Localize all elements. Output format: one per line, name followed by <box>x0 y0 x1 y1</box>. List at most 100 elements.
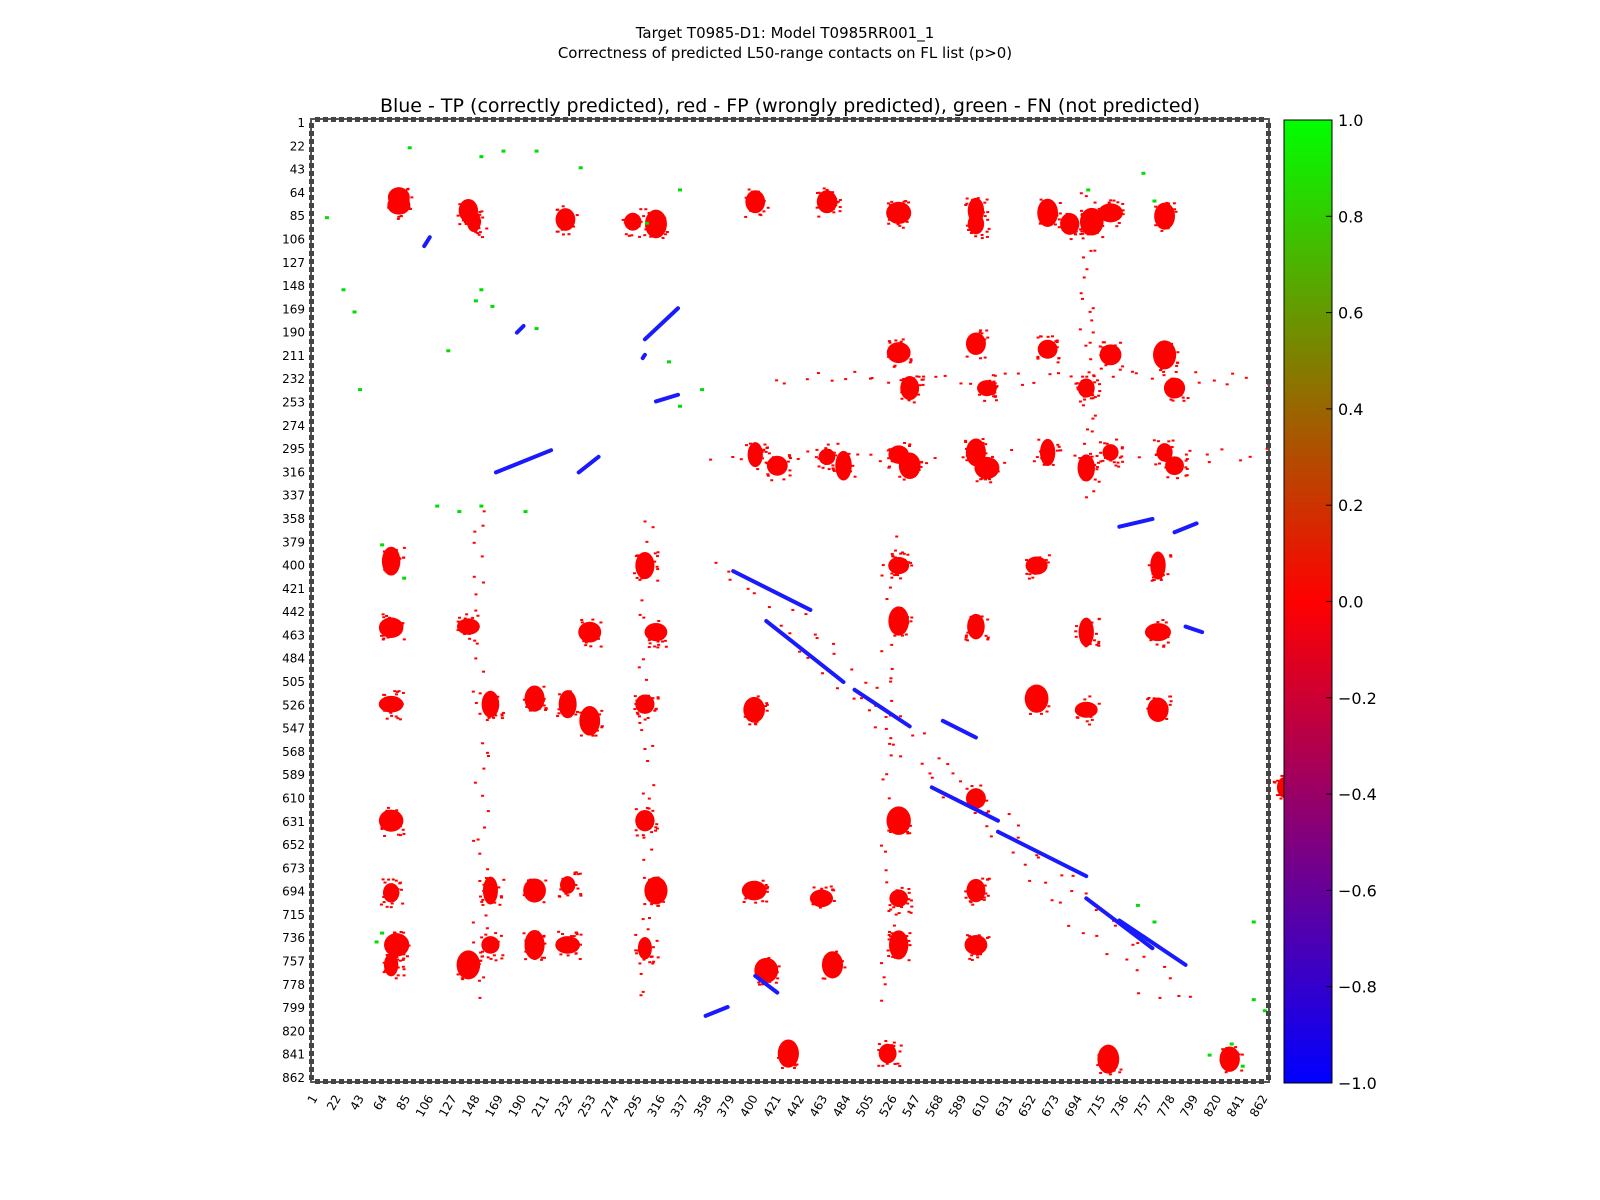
x-tick-label: 421 <box>760 1093 784 1120</box>
frame-tick-mark <box>699 1079 704 1084</box>
fp-contact-point <box>660 640 664 643</box>
fp-horizontal-band-point <box>1020 383 1024 386</box>
fp-contact-point <box>974 208 978 211</box>
fp-horizontal-band-point <box>983 461 987 464</box>
fp-diagonal-band-point <box>728 578 732 581</box>
fp-diagonal-band-point <box>852 697 856 700</box>
frame-tick-mark <box>309 739 314 744</box>
fp-contact-point <box>1095 468 1099 471</box>
fp-contact-point <box>964 636 968 639</box>
frame-tick-mark <box>1011 1079 1016 1084</box>
fp-contact-point <box>491 890 495 893</box>
fp-contact-point <box>1098 209 1102 212</box>
fp-contact-point <box>1152 697 1156 700</box>
fn-contact-point <box>578 166 583 170</box>
frame-tick-mark <box>309 131 314 136</box>
frame-tick-mark <box>1266 699 1271 704</box>
frame-tick-mark <box>667 1079 672 1084</box>
fp-contact-point <box>1108 1054 1112 1057</box>
fp-horizontal-band-point <box>869 453 873 456</box>
frame-tick-mark <box>1266 715 1271 720</box>
frame-tick-mark <box>707 117 712 122</box>
frame-tick-mark <box>499 1079 504 1084</box>
fp-contact-point <box>775 971 779 974</box>
fp-contact-point <box>396 888 400 891</box>
frame-tick-mark <box>309 787 314 792</box>
fp-contact-point <box>639 220 643 223</box>
fp-contact-point <box>1182 399 1186 402</box>
fp-contact-point <box>593 626 597 629</box>
fp-contact-point <box>458 203 462 206</box>
fp-contact-point <box>385 717 389 720</box>
fp-contact-point <box>763 887 767 890</box>
fp-contact-point <box>1273 781 1277 784</box>
fp-horizontal-band-point <box>1003 372 1007 375</box>
fp-contact-point <box>758 454 762 457</box>
frame-tick-mark <box>899 1079 904 1084</box>
fp-contact-point <box>898 816 902 819</box>
frame-tick-mark <box>619 1079 624 1084</box>
frame-tick-mark <box>1266 467 1271 472</box>
fp-contact-point <box>1180 391 1184 394</box>
fp-contact-point <box>1147 564 1151 567</box>
plot-area <box>309 117 1300 1084</box>
fp-contact-point <box>600 709 604 712</box>
fp-contact-point <box>762 210 766 213</box>
fp-contact-point <box>974 459 978 462</box>
fp-contact-point <box>757 203 761 206</box>
fp-contact-point <box>1159 578 1163 581</box>
fp-horizontal-band-point <box>891 460 895 463</box>
fp-contact-point <box>987 936 991 939</box>
fp-vertical-band-point <box>647 797 651 800</box>
fp-contact-point <box>662 229 666 232</box>
fp-diagonal-band-point <box>875 686 879 689</box>
fp-contact-point <box>915 375 919 378</box>
fp-contact-point <box>402 968 406 971</box>
fp-contact-point <box>650 883 654 886</box>
frame-tick-mark <box>571 1079 576 1084</box>
fp-contact-point <box>826 462 830 465</box>
fp-contact-point <box>401 691 405 694</box>
frame-tick-mark <box>723 1079 728 1084</box>
fp-diagonal-band-point <box>867 709 871 712</box>
fp-diagonal-band-point <box>930 776 934 779</box>
fp-contact-point <box>487 716 491 719</box>
fp-contact-point <box>826 449 830 452</box>
frame-tick-mark <box>1266 1067 1271 1072</box>
x-tick-label: 799 <box>1178 1093 1202 1120</box>
frame-tick-mark <box>363 117 368 122</box>
frame-tick-mark <box>1266 955 1271 960</box>
y-tick-label: 589 <box>282 768 305 782</box>
fp-contact-point <box>391 957 395 960</box>
fp-vertical-band-point <box>486 956 490 959</box>
fp-contact-point <box>394 715 398 718</box>
fp-contact-point <box>1084 232 1088 235</box>
fp-horizontal-band-point <box>1081 375 1085 378</box>
fp-contact-point <box>566 696 570 699</box>
fp-contact-point <box>968 900 972 903</box>
fp-contact-point <box>565 884 569 887</box>
fp-contact-point <box>1030 695 1034 698</box>
fp-contact-point <box>477 963 481 966</box>
fp-contact-point <box>638 816 642 819</box>
fp-contact-point <box>742 900 746 903</box>
frame-tick-mark <box>309 531 314 536</box>
y-tick-label: 820 <box>282 1024 305 1038</box>
fp-contact-core <box>644 622 668 642</box>
fp-contact-point <box>1098 441 1102 444</box>
fp-contact-point <box>1172 352 1176 355</box>
fp-contact-point <box>983 399 987 402</box>
frame-tick-mark <box>309 315 314 320</box>
fp-contact-point <box>584 644 588 647</box>
x-tick-label: 43 <box>347 1093 367 1113</box>
fp-contact-point <box>1156 440 1160 443</box>
tp-contact-segment <box>753 973 780 995</box>
fp-diagonal-band-point <box>1168 977 1172 980</box>
fp-contact-point <box>761 900 765 903</box>
fp-contact-point <box>1098 215 1102 218</box>
frame-tick-mark <box>309 755 314 760</box>
fp-contact-point <box>478 692 482 695</box>
fp-contact-point <box>1236 1058 1240 1061</box>
fp-contact-point <box>1085 720 1089 723</box>
fp-diagonal-band-point <box>714 561 718 564</box>
